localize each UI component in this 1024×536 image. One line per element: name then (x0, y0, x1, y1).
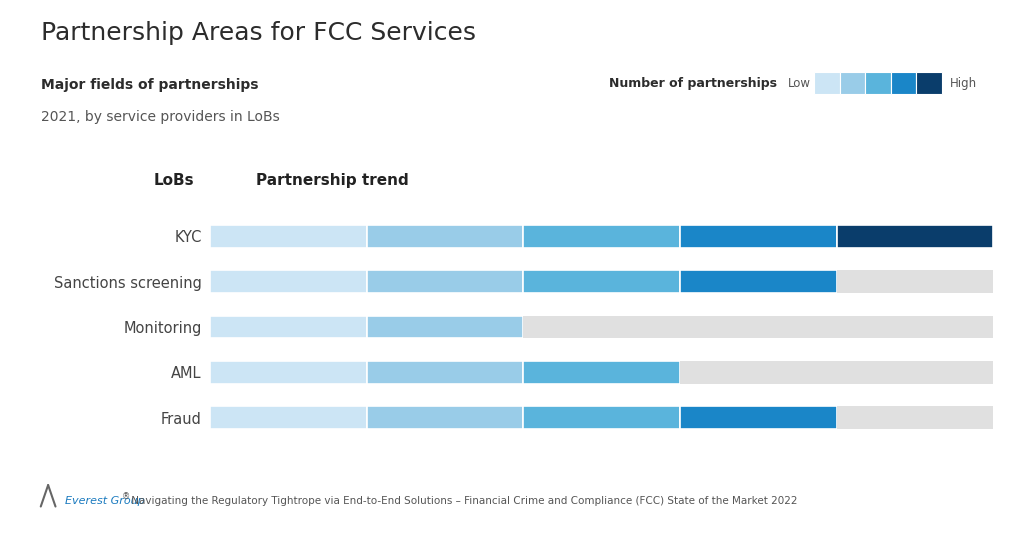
Text: Navigating the Regulatory Tightrope via End-to-End Solutions – Financial Crime a: Navigating the Regulatory Tightrope via … (128, 496, 798, 506)
Bar (523, 316, 993, 338)
Bar (837, 225, 993, 248)
Bar (523, 225, 680, 248)
Text: Major fields of partnerships: Major fields of partnerships (41, 78, 258, 92)
Text: Number of partnerships: Number of partnerships (609, 77, 777, 90)
Text: Partnership trend: Partnership trend (256, 173, 409, 188)
Bar (367, 361, 523, 384)
Bar (837, 270, 993, 293)
Bar (680, 225, 837, 248)
Bar (367, 316, 523, 338)
Bar (680, 406, 837, 429)
Text: Partnership Areas for FCC Services: Partnership Areas for FCC Services (41, 21, 476, 46)
Bar (523, 270, 680, 293)
Bar (523, 406, 680, 429)
Text: LoBs: LoBs (154, 173, 195, 188)
Bar (680, 361, 993, 384)
Bar (837, 406, 993, 429)
Bar (367, 406, 523, 429)
Bar (680, 270, 837, 293)
Text: 2021, by service providers in LoBs: 2021, by service providers in LoBs (41, 110, 280, 124)
Bar (210, 225, 367, 248)
Bar (523, 361, 680, 384)
Text: ®: ® (122, 493, 130, 501)
Text: Everest Group: Everest Group (65, 496, 144, 506)
Bar (367, 225, 523, 248)
Text: High: High (950, 77, 977, 90)
Bar (210, 316, 367, 338)
Bar (367, 270, 523, 293)
Bar (210, 406, 367, 429)
Bar (210, 361, 367, 384)
Text: Low: Low (788, 77, 811, 90)
Bar (210, 270, 367, 293)
